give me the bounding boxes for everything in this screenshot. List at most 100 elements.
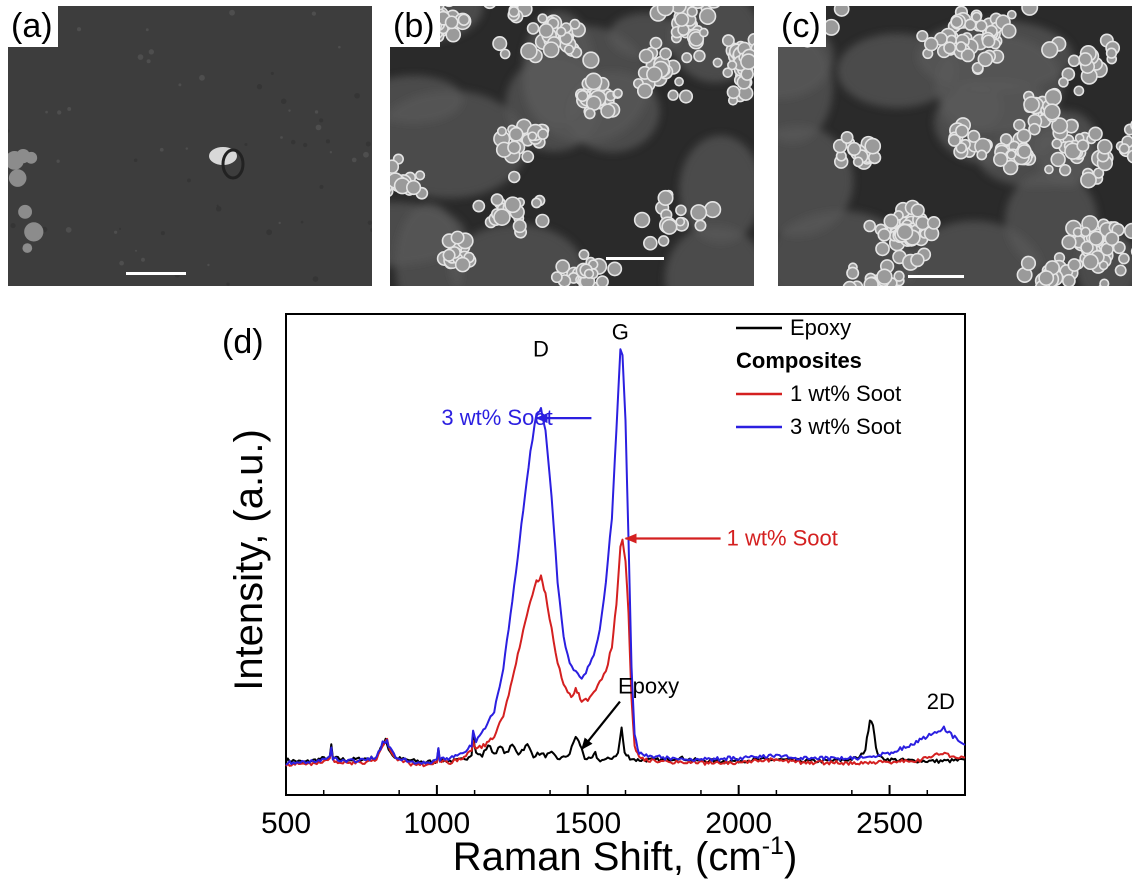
sem-particle (1041, 41, 1059, 59)
sem-particle (633, 211, 651, 229)
sem-particle (1051, 138, 1063, 150)
sem-speck (311, 11, 317, 16)
annotation-label: Epoxy (618, 674, 679, 699)
sem-particle (993, 151, 1009, 167)
legend-label: Composites (736, 348, 862, 373)
sem-particle (943, 41, 957, 55)
sem-speck (137, 54, 144, 60)
sem-particle (1088, 126, 1103, 142)
sem-particle (508, 6, 520, 18)
scale-bar-b (606, 257, 664, 260)
sem-particle (1078, 52, 1093, 67)
raman-chart-svg: 500 1000 1500 2000 2500 D G 2D 3 wt% Soot 1 wt% … (222, 313, 966, 879)
sem-particle (955, 41, 967, 53)
sem-particle (508, 126, 524, 142)
x-tick-label: 1500 (554, 807, 621, 840)
sem-particle (563, 44, 575, 55)
sem-particle (721, 34, 735, 48)
panel-label-a: (a) (8, 6, 58, 47)
sem-speck (229, 9, 235, 16)
sem-particle (657, 235, 670, 247)
sem-particle (526, 22, 540, 35)
sem-particle (686, 6, 698, 18)
sem-particle (527, 131, 538, 142)
sem-particle (1038, 270, 1055, 286)
sem-particle (584, 107, 596, 120)
sem-particle (1118, 252, 1130, 265)
y-axis-label: Intensity, (a.u.) (227, 429, 271, 691)
sem-speck (119, 260, 124, 266)
raman-chart: 500 1000 1500 2000 2500 D G 2D 3 wt% Soot 1 wt% … (0, 295, 1132, 879)
x-tick-label: 2500 (856, 807, 923, 840)
sem-particle (1021, 6, 1039, 16)
x-tick-label: 500 (261, 807, 311, 840)
sem-particle (667, 89, 679, 101)
sem-particle (722, 67, 734, 78)
sem-particle (492, 36, 508, 52)
sem-particle (1006, 9, 1017, 20)
sem-particle (636, 82, 653, 99)
sem-particle (674, 12, 690, 27)
sem-particle (512, 219, 527, 234)
sem-particle (1096, 138, 1113, 155)
sem-haze (904, 220, 1044, 286)
panel-label-b: (b) (390, 6, 440, 47)
sem-particle (693, 49, 706, 63)
sem-edge-particle (22, 243, 33, 253)
sem-particle (583, 268, 595, 279)
sem-particle (955, 142, 968, 154)
sem-speck (56, 159, 60, 163)
sem-particle (1098, 260, 1109, 271)
sem-speck (288, 109, 291, 112)
sem-particle (863, 219, 876, 233)
sem-speck (57, 110, 62, 115)
sem-speck (244, 143, 248, 147)
sem-speck (113, 230, 118, 234)
sem-particle (1073, 85, 1085, 97)
sem-speck (329, 150, 333, 154)
x-tick-label: 1000 (404, 807, 471, 840)
sem-speck (226, 282, 230, 286)
sem-speck (178, 83, 182, 87)
sem-edge-particle (8, 151, 24, 170)
sem-particle (704, 201, 722, 219)
sem-particle (842, 280, 857, 286)
sem-particle (659, 47, 672, 61)
sem-particle (840, 131, 854, 144)
sem-speck (256, 84, 263, 90)
sem-particle (1118, 143, 1130, 155)
sem-particle (846, 266, 860, 280)
sem-particle (832, 138, 848, 154)
sem-particle (499, 48, 511, 60)
x-tick-label: 2000 (705, 807, 772, 840)
sem-particle (877, 228, 892, 242)
sem-particle (483, 6, 496, 10)
sem-speck (8, 129, 10, 133)
sem-particle (971, 61, 984, 75)
scale-bar-a (126, 272, 186, 275)
sem-speck (141, 257, 145, 262)
sem-speck (215, 206, 222, 212)
sem-particle (896, 223, 914, 241)
sem-particle (707, 6, 720, 9)
sem-particle (1080, 171, 1097, 189)
sem-particle (542, 41, 560, 59)
sem-particle (1028, 122, 1041, 136)
sem-speck (45, 110, 48, 114)
series-line-1-wt-soot (285, 538, 966, 768)
sem-particle (1017, 144, 1032, 159)
sem-particle (643, 235, 658, 251)
sem-speck (10, 223, 16, 229)
sem-particle (1123, 123, 1132, 136)
sem-image-a: (a) (8, 6, 372, 286)
sem-speck (65, 226, 72, 233)
sem-speck (67, 107, 72, 111)
sem-particle (504, 196, 522, 214)
sem-particle (690, 204, 708, 221)
sem-particle (976, 149, 988, 161)
sem-particle (1080, 240, 1094, 255)
sem-particle (950, 15, 964, 29)
sem-micrograph-a (8, 6, 372, 286)
sem-speck (270, 71, 274, 75)
sem-particle (1104, 231, 1120, 247)
